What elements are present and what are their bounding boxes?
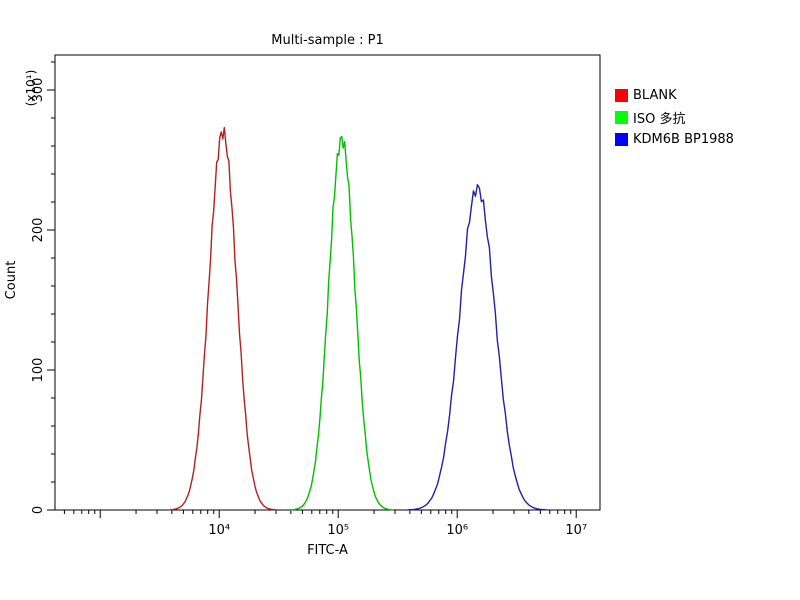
legend-item-blank: BLANK [615,88,734,103]
svg-text:10⁵: 10⁵ [327,523,349,538]
legend-label-kdm6b: KDM6B BP1988 [633,132,734,147]
legend-label-blank: BLANK [633,88,677,103]
svg-text:0: 0 [31,506,46,514]
svg-text:10⁴: 10⁴ [208,523,230,538]
legend-item-kdm6b: KDM6B BP1988 [615,132,734,147]
svg-text:10⁶: 10⁶ [446,523,468,538]
x-axis-label: FITC-A [307,543,348,558]
legend: BLANK ISO 多抗 KDM6B BP1988 [615,88,734,152]
legend-item-iso: ISO 多抗 [615,108,734,127]
legend-label-iso: ISO 多抗 [633,112,686,127]
legend-swatch-blue [615,133,628,146]
legend-swatch-green [615,111,628,124]
y-axis-label: Count [4,260,19,300]
svg-text:10⁷: 10⁷ [565,523,587,538]
svg-text:100: 100 [31,358,46,383]
chart-title: Multi-sample : P1 [271,33,384,48]
svg-text:300: 300 [31,78,46,103]
svg-text:200: 200 [31,218,46,243]
legend-swatch-red [615,89,628,102]
y-unit-label: (x10¹) [24,69,38,107]
